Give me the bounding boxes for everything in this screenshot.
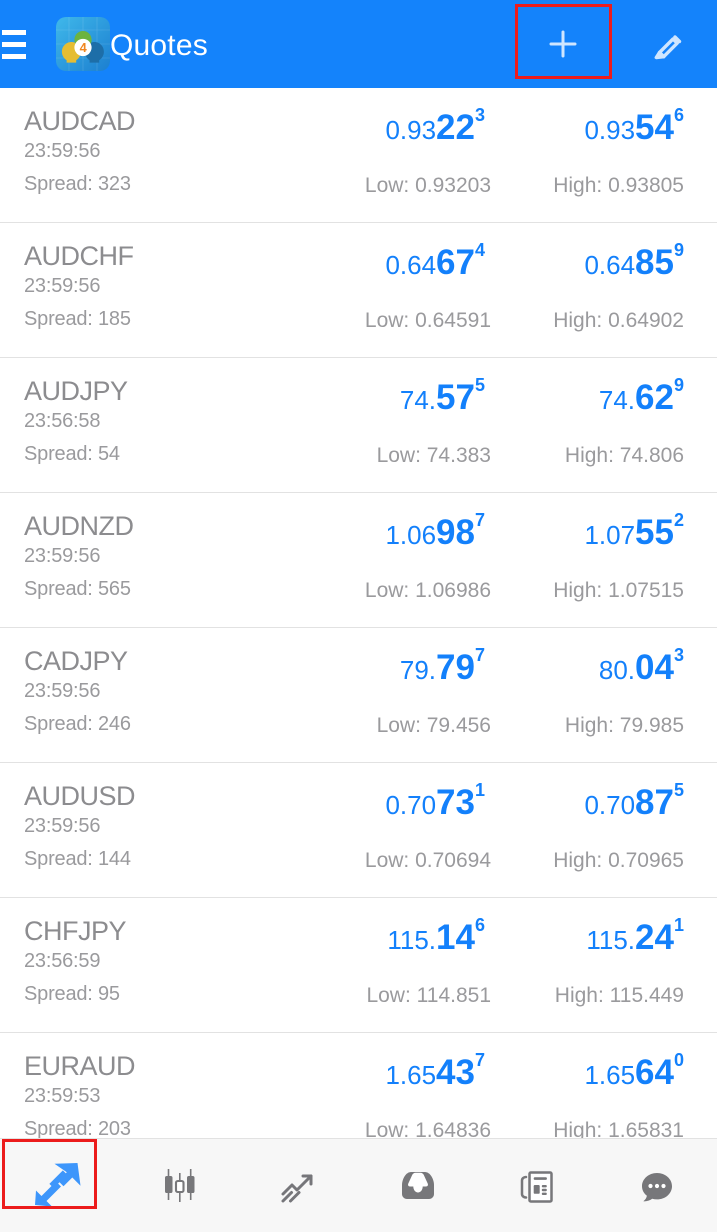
svg-text:4: 4 bbox=[80, 40, 88, 55]
